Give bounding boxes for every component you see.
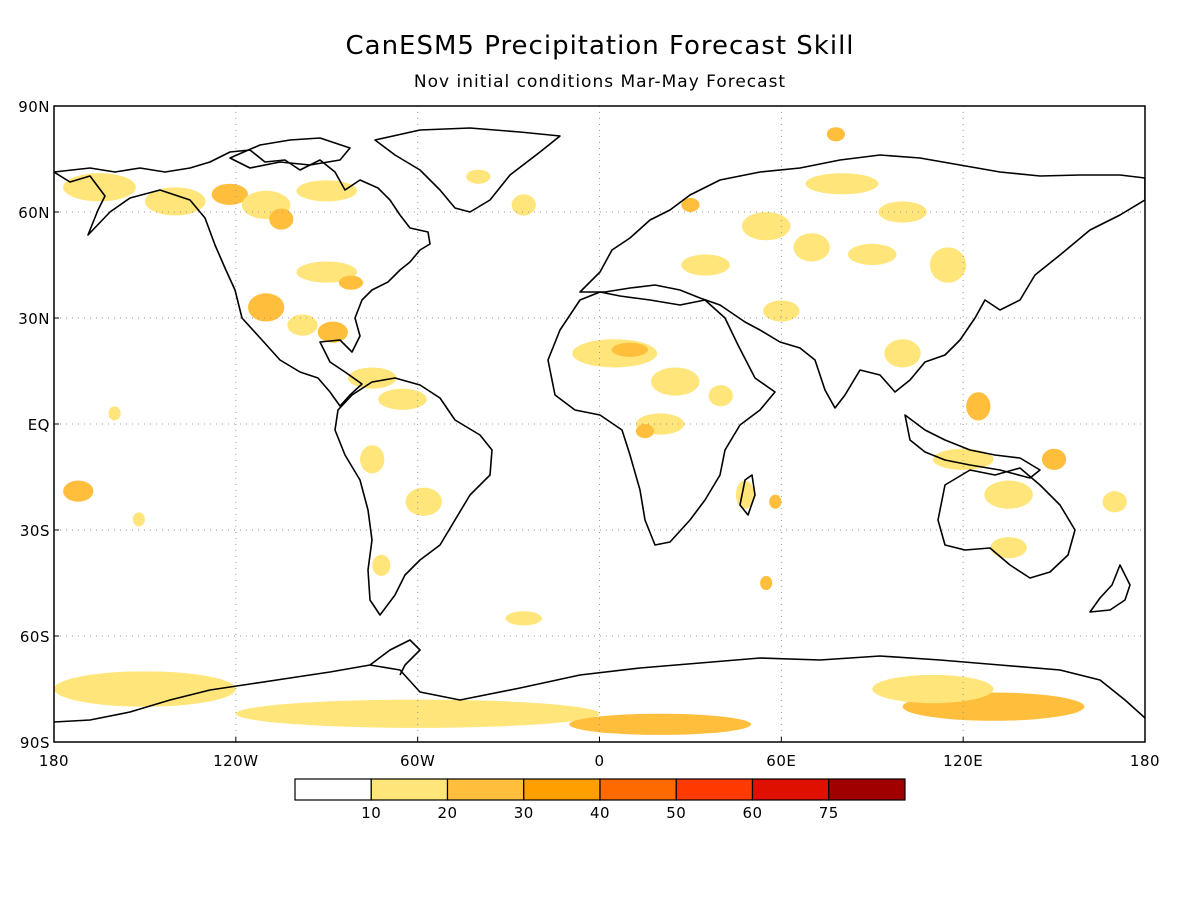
longitude-label: 180: [1130, 752, 1160, 770]
skill-region: [317, 321, 348, 343]
skill-region: [984, 480, 1033, 509]
coastline-indonesia: [904, 414, 1041, 479]
colorbar: 10 20 30 40 50 60 75: [294, 778, 906, 822]
skill-region: [769, 494, 782, 509]
skill-region: [1102, 491, 1127, 513]
latitude-label: EQ: [28, 416, 50, 434]
skill-region: [144, 187, 206, 216]
colorbar-label: 20: [437, 804, 457, 822]
coastline-australia: [937, 467, 1076, 579]
coastline-north-america: [54, 149, 431, 407]
skill-region: [63, 480, 94, 502]
skill-region: [929, 247, 967, 283]
coastline-eurasia: [579, 154, 1145, 409]
skill-region: [338, 275, 364, 290]
coastline-africa: [547, 291, 776, 546]
skill-region: [269, 208, 294, 230]
colorbar-swatch: [751, 778, 830, 801]
skill-region: [247, 293, 285, 322]
latitude-label: 60S: [20, 628, 50, 646]
skill-region: [681, 197, 700, 212]
coastline-antarctic-peninsula: [369, 639, 421, 676]
skill-region: [347, 367, 397, 389]
longitude-label: 180: [39, 752, 69, 770]
skill-region: [511, 194, 536, 216]
latitude-label: 90S: [20, 734, 50, 752]
skill-region: [681, 254, 730, 276]
skill-region: [54, 671, 236, 707]
colorbar-swatch: [828, 778, 906, 801]
colorbar-swatch: [675, 778, 754, 801]
skill-region: [1041, 448, 1067, 470]
map-title: CanESM5 Precipitation Forecast Skill: [345, 31, 854, 61]
colorbar-label: 10: [361, 804, 381, 822]
skill-region: [884, 339, 921, 368]
skill-region: [108, 406, 121, 421]
colorbar-swatch: [370, 778, 449, 801]
colorbar-label: 50: [666, 804, 686, 822]
colorbar-swatch: [523, 778, 601, 801]
skill-region: [651, 367, 700, 396]
latitude-label: 30N: [18, 310, 50, 328]
longitude-label: 0: [594, 752, 604, 770]
skill-region: [878, 201, 927, 223]
map-subtitle: Nov initial conditions Mar-May Forecast: [414, 72, 786, 92]
colorbar-label: 75: [819, 804, 839, 822]
longitude-labels: 180 120W 60W 0 60E 120E 180: [39, 737, 1160, 770]
coastline-greenland: [374, 127, 561, 213]
longitude-label: 120E: [943, 752, 983, 770]
skill-region: [372, 554, 391, 576]
skill-region: [63, 173, 136, 202]
skill-region: [848, 243, 897, 265]
coastline-arctic-islands: [229, 137, 351, 169]
coastline-new-zealand: [1089, 564, 1131, 613]
skill-shading-layer: [54, 127, 1127, 735]
latitude-label: 90N: [18, 98, 50, 116]
skill-region: [932, 448, 994, 470]
skill-region: [708, 385, 733, 407]
skill-region: [360, 445, 385, 474]
skill-region: [505, 611, 542, 626]
longitude-label: 60E: [766, 752, 796, 770]
skill-region: [405, 487, 442, 516]
skill-region: [760, 575, 773, 591]
skill-region: [378, 388, 427, 410]
coastline-madagascar: [739, 474, 756, 516]
skill-region: [990, 537, 1027, 559]
coastline-antarctica: [54, 655, 1145, 723]
colorbar-swatch: [294, 778, 372, 801]
skill-region: [287, 314, 318, 336]
graticule: [54, 106, 1145, 742]
skill-region: [569, 713, 752, 735]
skill-region: [296, 180, 358, 202]
skill-region: [466, 169, 491, 184]
skill-region: [826, 127, 845, 142]
longitude-label: 120W: [213, 752, 258, 770]
skill-region: [296, 261, 358, 283]
colorbar-label: 60: [742, 804, 762, 822]
skill-region: [966, 392, 991, 421]
longitude-label: 60W: [400, 752, 435, 770]
latitude-label: 60N: [18, 204, 50, 222]
colorbar-label: 40: [590, 804, 610, 822]
coastline-south-america: [334, 377, 493, 616]
latitude-labels: 90N 60N 30N EQ 30S 60S 90S: [18, 98, 59, 752]
skill-region: [635, 424, 655, 439]
skill-region: [805, 173, 879, 195]
skill-region: [132, 512, 145, 527]
skill-region: [872, 674, 994, 704]
skill-region: [211, 183, 248, 205]
skill-region: [793, 233, 830, 262]
colorbar-swatch: [446, 778, 525, 801]
skill-region: [235, 699, 600, 728]
latitude-label: 30S: [20, 522, 50, 540]
coastlines: [54, 127, 1145, 723]
colorbar-label: 30: [514, 804, 534, 822]
skill-region: [741, 212, 791, 241]
colorbar-swatch: [599, 778, 677, 801]
skill-region: [611, 342, 648, 357]
